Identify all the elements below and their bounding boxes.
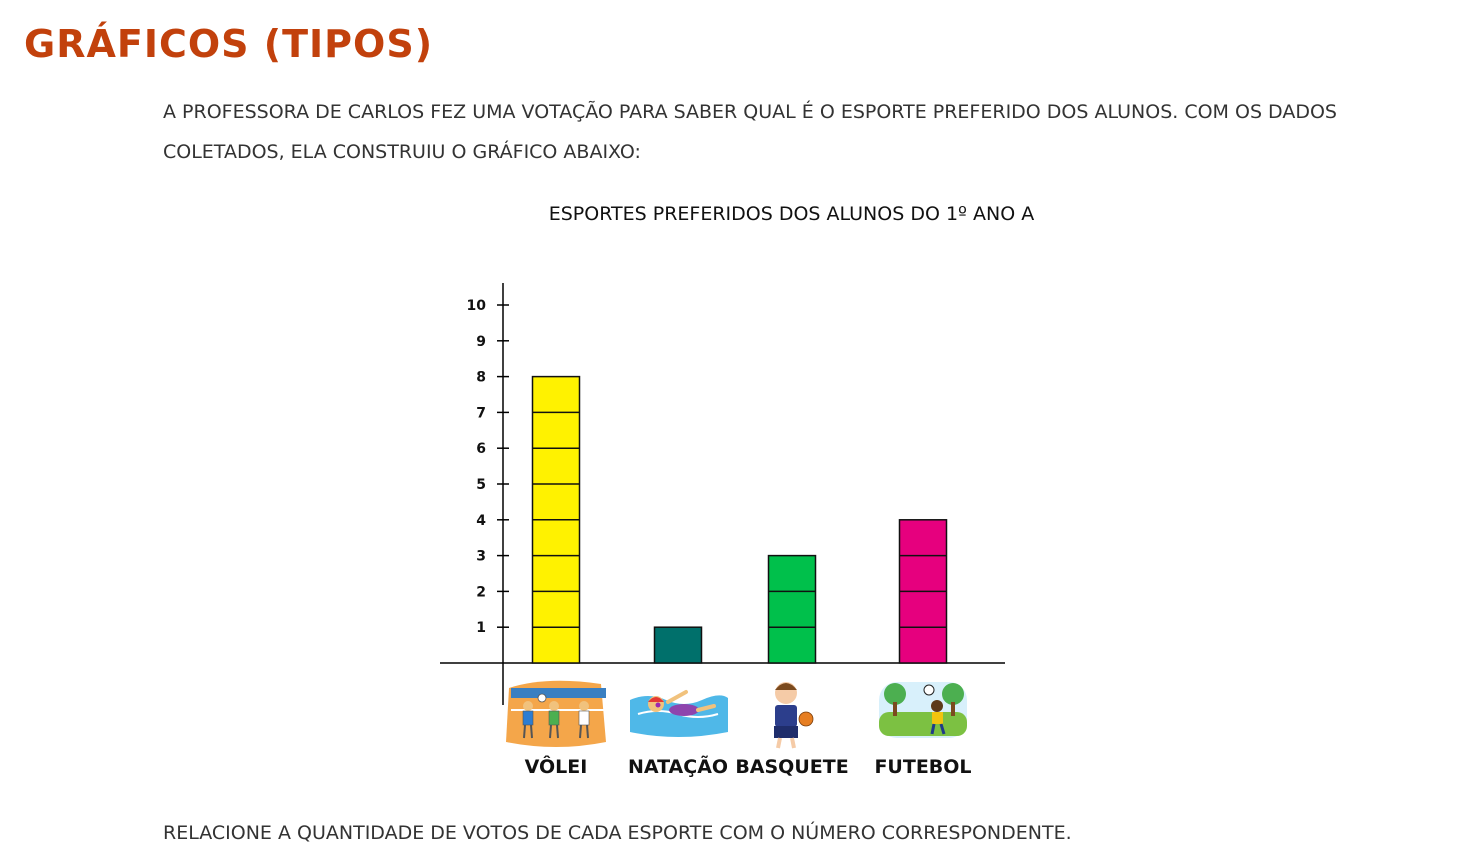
category-label: FUTEBOL (874, 756, 971, 778)
bar-chart: 1 2 3 4 5 6 7 8 9 10 VÔLEI NATAÇÃO BASQUETE FUTEBOL (430, 275, 1020, 795)
y-tick-label: 4 (476, 513, 486, 529)
y-tick-label: 1 (476, 620, 486, 636)
swimmer-icon (630, 690, 728, 737)
category-label: VÔLEI (525, 754, 588, 778)
y-tick-label: 10 (467, 298, 487, 314)
y-tick-label: 5 (476, 477, 486, 493)
y-tick-label: 6 (476, 441, 486, 457)
basketball-player-icon (774, 682, 814, 749)
bar-chart-svg: 1 2 3 4 5 6 7 8 9 10 VÔLEI NATAÇÃO BASQUETE FUTEBOL (440, 283, 1005, 778)
y-tick-label: 2 (476, 584, 486, 600)
instruction-text: RELACIONE A QUANTIDADE DE VOTOS DE CADA … (163, 822, 1072, 844)
chart-title: ESPORTES PREFERIDOS DOS ALUNOS DO 1º ANO… (548, 203, 1035, 225)
intro-line-2: COLETADOS, ELA CONSTRUIU O GRÁFICO ABAIX… (163, 141, 641, 163)
y-tick-label: 8 (476, 370, 486, 386)
intro-text: A PROFESSORA DE CARLOS FEZ UMA VOTAÇÃO P… (163, 92, 1363, 172)
category-label: NATAÇÃO (628, 754, 728, 778)
y-tick-label: 9 (476, 334, 486, 350)
intro-line-1: A PROFESSORA DE CARLOS FEZ UMA VOTAÇÃO P… (163, 101, 1337, 123)
bar (653, 626, 703, 664)
soccer-field-icon (879, 682, 967, 738)
volleyball-scene-icon (506, 680, 606, 747)
category-label: BASQUETE (735, 756, 848, 778)
bar (767, 554, 817, 664)
y-tick-label: 7 (476, 405, 486, 421)
y-tick-label: 3 (476, 549, 486, 565)
page-title: GRÁFICOS (TIPOS) (24, 22, 434, 66)
